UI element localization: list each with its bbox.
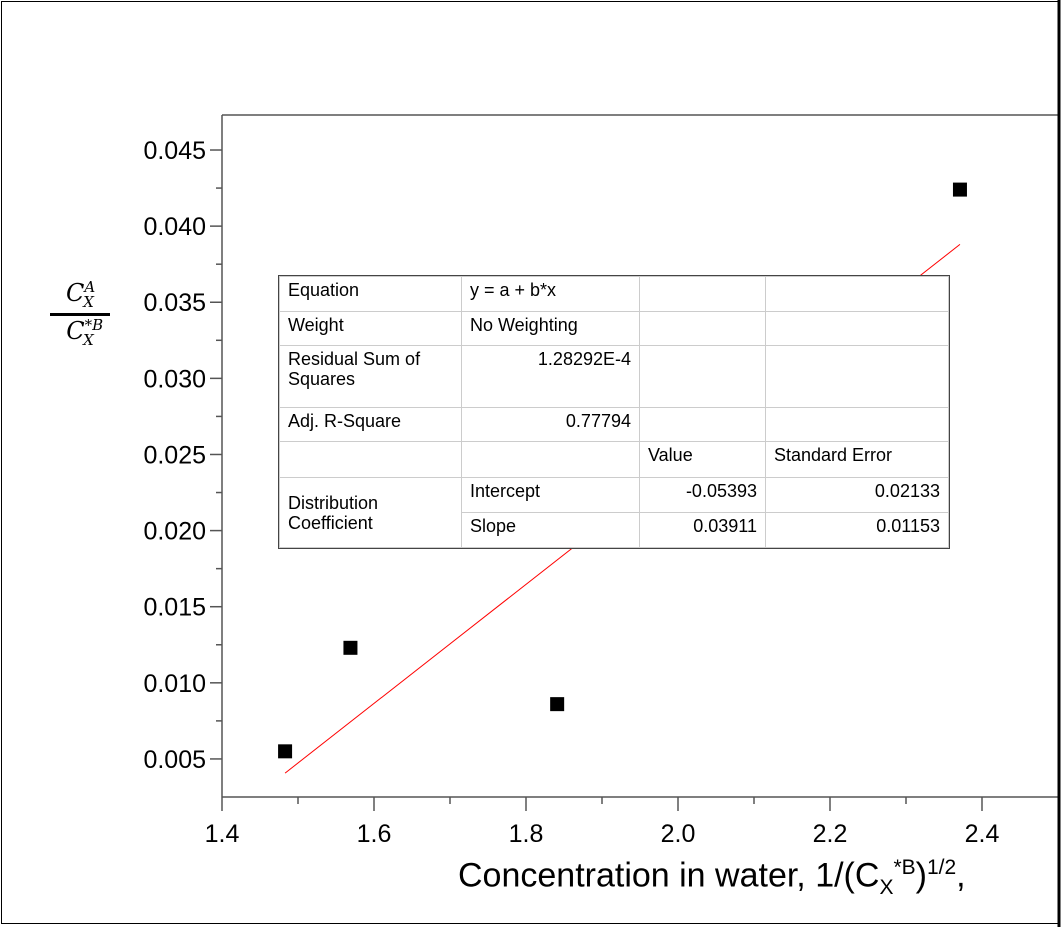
x-tick-label: 1.6 [357,820,392,848]
empty-cell [639,276,766,312]
x-label-sup: *B [893,856,916,879]
y-tick-label: 0.010 [143,670,206,698]
y-tick-label: 0.045 [143,137,206,165]
empty-cell [765,276,949,312]
group-label: Distribution Coefficient [279,477,462,548]
value-header: Value [639,441,766,478]
empty-cell [279,441,462,478]
data-point [952,182,967,197]
x-label-tail: ) [915,856,927,895]
intercept-value: -0.05393 [639,477,766,513]
y-den-sup: *B [84,315,104,334]
slope-value: 0.03911 [639,512,766,548]
adj-r2-value: 0.77794 [461,407,640,442]
y-label-denominator: C*BX [50,316,110,349]
x-tick-label: 2.4 [965,820,1000,848]
x-axis-label: Concentration in water, 1/(CX*B)1/2, [458,856,966,900]
x-tick-label: 2.2 [813,820,848,848]
slope-se: 0.01153 [765,512,949,548]
y-tick-label: 0.020 [143,518,206,546]
weight-value: No Weighting [461,311,640,346]
equation-value: y = a + b*x [461,276,640,312]
empty-cell [765,407,949,442]
x-tick-label: 1.8 [509,820,544,848]
y-tick-label: 0.015 [143,594,206,622]
fit-results-table: Equation y = a + b*x Weight No Weighting R… [278,275,950,549]
weight-label: Weight [279,311,462,346]
y-den-sub: X [83,330,94,349]
data-point [343,640,358,655]
empty-cell [461,441,640,478]
se-header: Standard Error [765,441,949,478]
x-label-sub: X [879,876,894,900]
x-label-text: Concentration in water, 1/(C [458,856,880,895]
empty-cell [639,407,766,442]
y-tick-label: 0.025 [143,441,206,469]
rss-label: Residual Sum of Squares [279,345,462,408]
x-label-end: , [956,856,966,895]
empty-cell [765,311,949,346]
y-num-base: C [66,279,85,307]
x-tick-label: 1.4 [205,820,240,848]
y-axis-label: CAX C*BX [50,278,110,349]
y-tick-label: 0.040 [143,213,206,241]
y-tick-label: 0.035 [143,289,206,317]
y-label-numerator: CAX [50,278,110,316]
empty-cell [765,345,949,408]
rss-value: 1.28292E-4 [461,345,640,408]
adj-r2-label: Adj. R-Square [279,407,462,442]
slope-label: Slope [461,512,640,548]
y-tick-label: 0.030 [143,365,206,393]
intercept-se: 0.02133 [765,477,949,513]
equation-label: Equation [279,276,462,312]
y-tick-label: 0.005 [143,746,206,774]
intercept-label: Intercept [461,477,640,513]
data-point [550,697,565,712]
empty-cell [639,311,766,346]
y-num-sub: X [83,292,94,311]
y-den-base: C [66,316,85,345]
empty-cell [639,345,766,408]
y-num-sup: A [84,278,96,296]
x-tick-label: 2.0 [661,820,696,848]
x-label-exponent: 1/2 [926,856,957,879]
data-point [278,744,293,759]
